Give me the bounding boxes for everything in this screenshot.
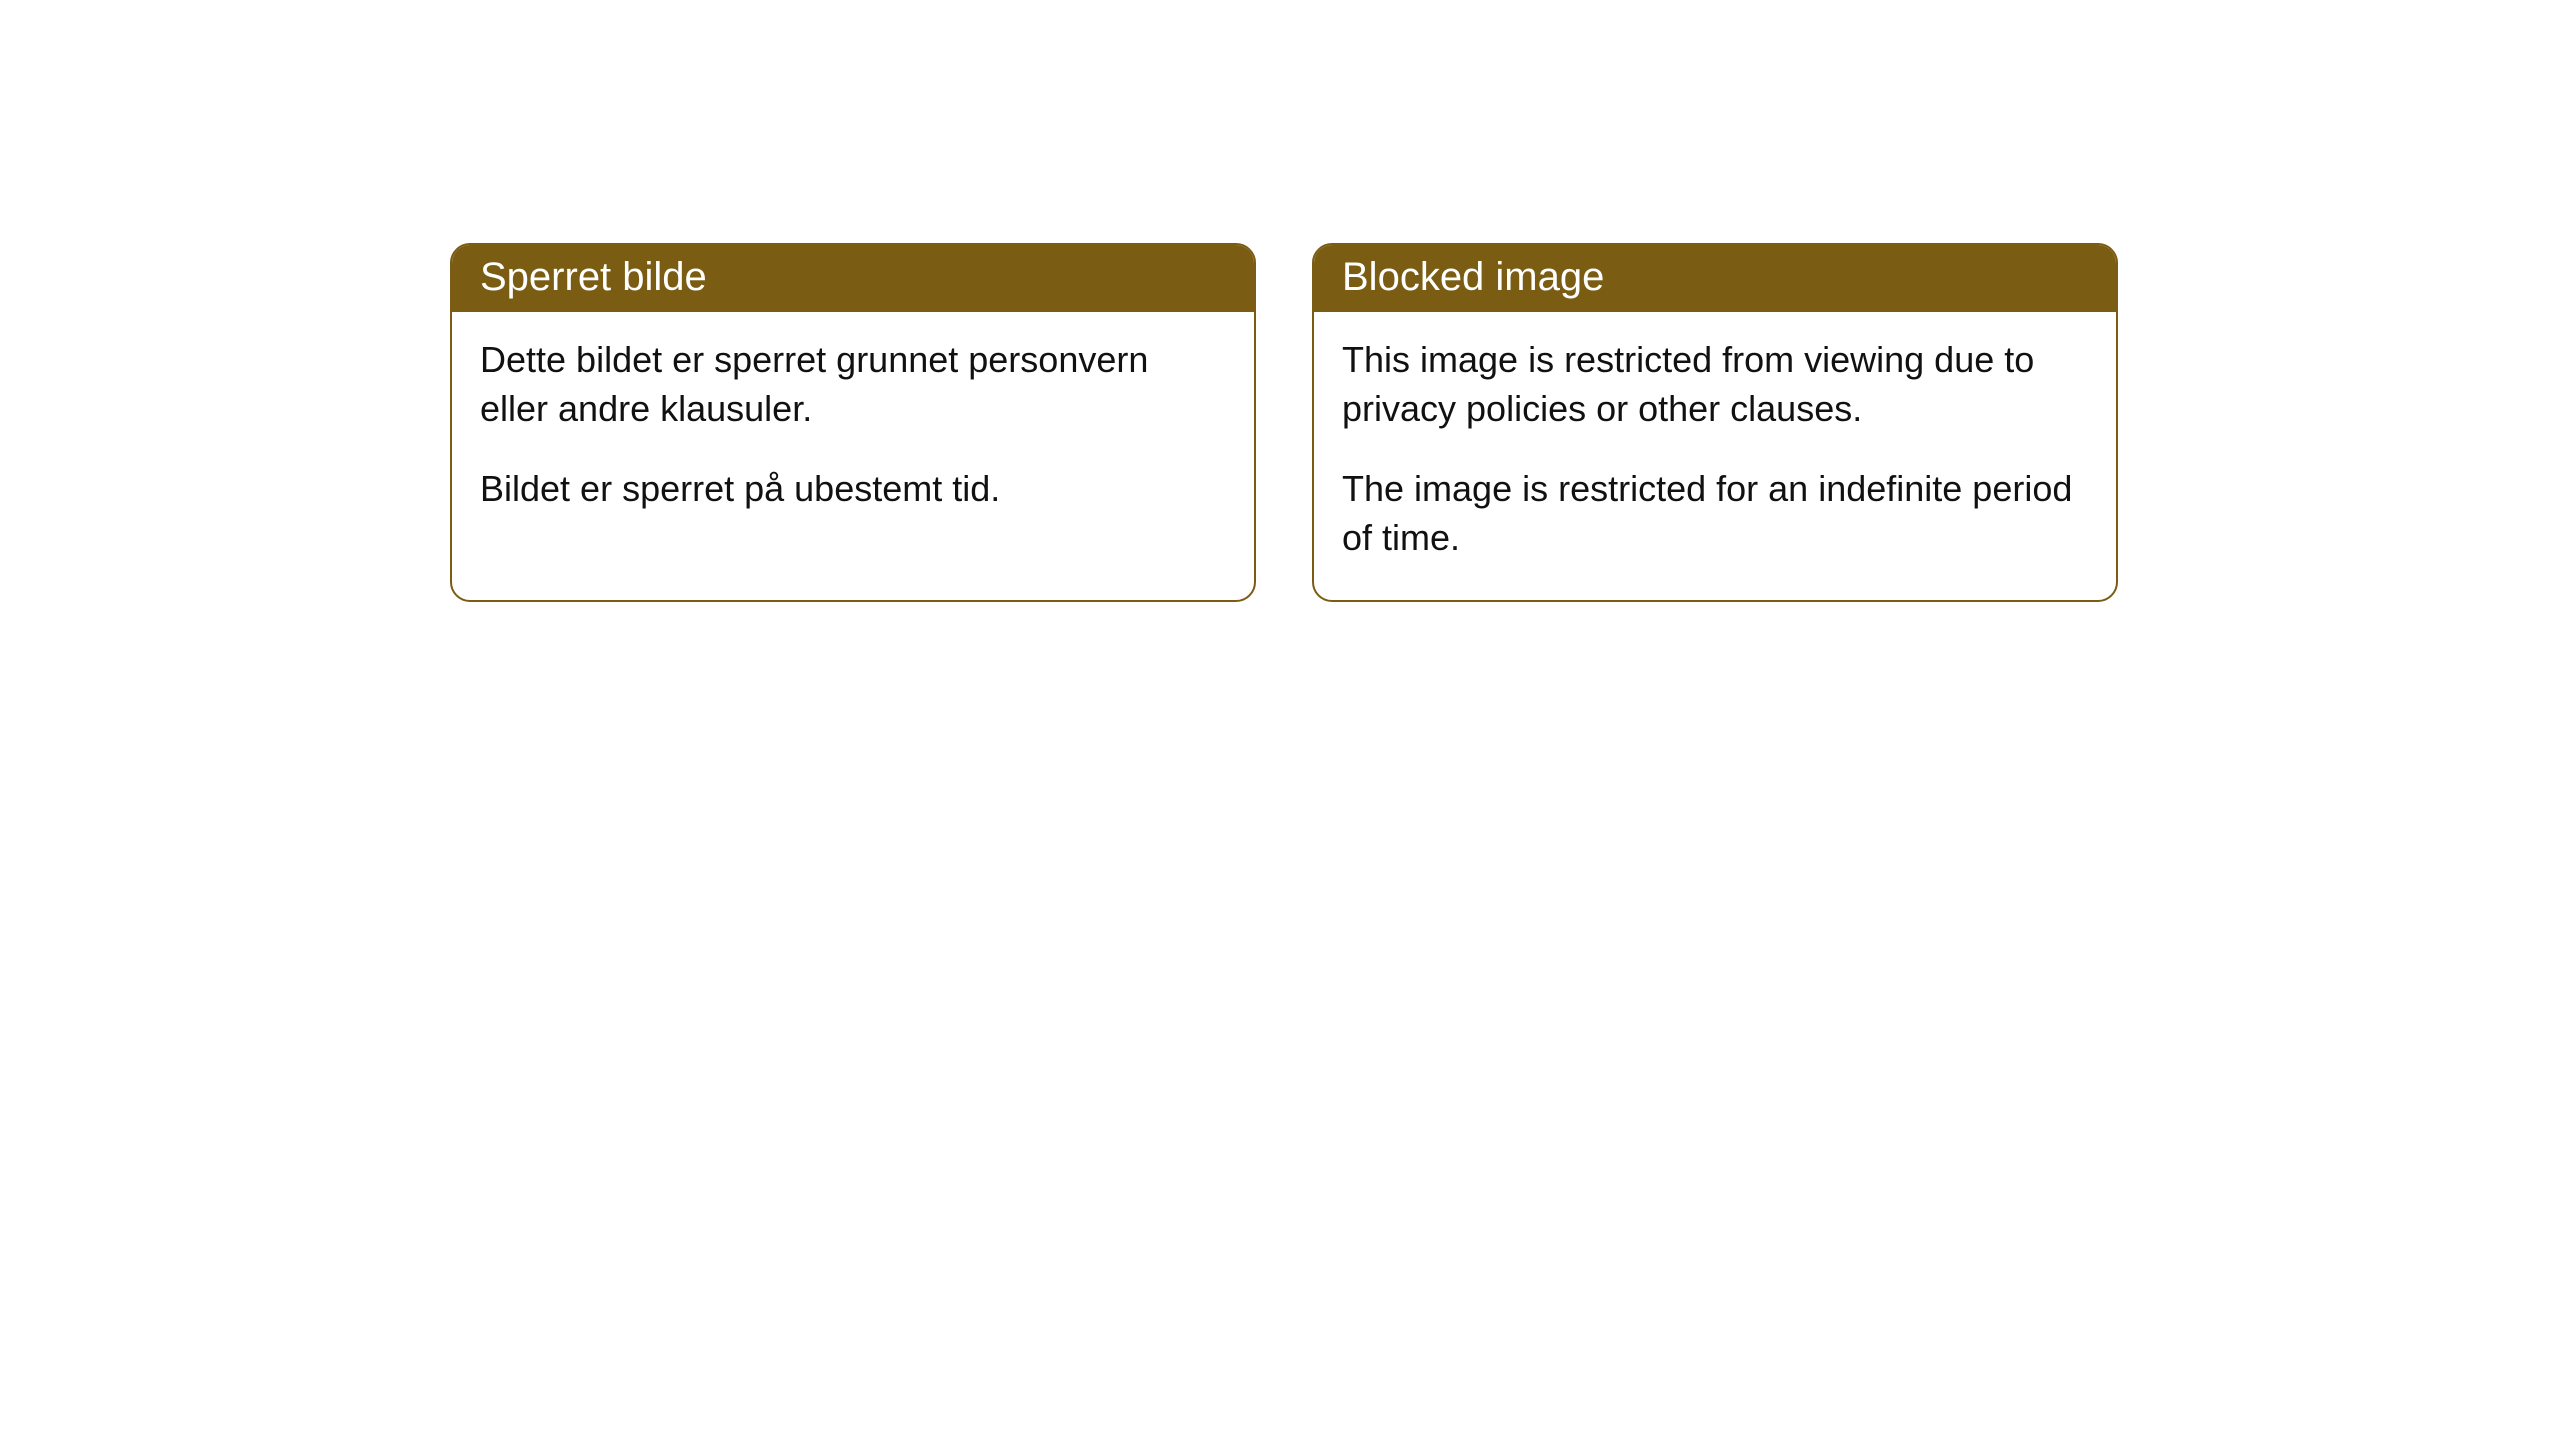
card-paragraph: The image is restricted for an indefinit… [1342,465,2088,562]
card-body: This image is restricted from viewing du… [1314,312,2116,600]
card-header: Sperret bilde [452,245,1254,312]
blocked-image-card-no: Sperret bilde Dette bildet er sperret gr… [450,243,1256,602]
cards-container: Sperret bilde Dette bildet er sperret gr… [0,0,2560,602]
card-paragraph: Dette bildet er sperret grunnet personve… [480,336,1226,433]
card-header: Blocked image [1314,245,2116,312]
card-paragraph: Bildet er sperret på ubestemt tid. [480,465,1226,514]
card-paragraph: This image is restricted from viewing du… [1342,336,2088,433]
card-body: Dette bildet er sperret grunnet personve… [452,312,1254,552]
blocked-image-card-en: Blocked image This image is restricted f… [1312,243,2118,602]
